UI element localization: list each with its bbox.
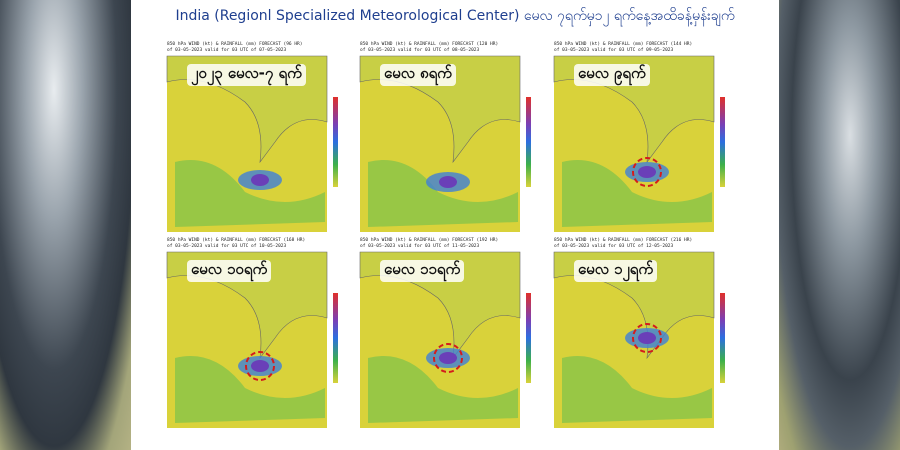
map-header: of 03-05-2023 valid for 03 UTC of 10-05-… xyxy=(167,244,287,249)
forecast-map: 850 hPa WIND (kt) & RAINFALL (mm) FORECA… xyxy=(552,238,732,430)
cyclone-marker xyxy=(245,351,275,381)
day-label: မေလ ၈ရက် xyxy=(380,64,456,86)
rain-core xyxy=(251,174,269,186)
map-header: of 03-05-2023 valid for 03 UTC of 07-05-… xyxy=(167,48,287,53)
colorbar xyxy=(333,293,338,383)
map-header: 850 hPa WIND (kt) & RAINFALL (mm) FORECA… xyxy=(360,238,499,243)
rain-core xyxy=(439,352,457,364)
day-label: ၂၀၂၃ မေလ-၇ ရက် xyxy=(187,64,306,86)
map-header: 850 hPa WIND (kt) & RAINFALL (mm) FORECA… xyxy=(360,42,499,47)
map-header: 850 hPa WIND (kt) & RAINFALL (mm) FORECA… xyxy=(554,42,693,47)
forecast-map: 850 hPa WIND (kt) & RAINFALL (mm) FORECA… xyxy=(165,42,345,234)
day-label: မေလ ၁၂ရက် xyxy=(574,260,658,282)
forecast-map: 850 hPa WIND (kt) & RAINFALL (mm) FORECA… xyxy=(165,238,345,430)
cyclone-marker xyxy=(433,343,463,373)
green-rain xyxy=(175,356,325,423)
map-header: of 03-05-2023 valid for 03 UTC of 12-05-… xyxy=(554,244,674,249)
day-label: မေလ ၁၀ရက် xyxy=(187,260,272,282)
day-label: မေလ ၁၁ရက် xyxy=(380,260,465,282)
colorbar xyxy=(333,97,338,187)
title: India (Regionl Specialized Meteorologica… xyxy=(175,8,735,24)
map-header: of 03-05-2023 valid for 03 UTC of 11-05-… xyxy=(360,244,480,249)
sky-photo xyxy=(775,0,900,450)
rain-core xyxy=(638,332,656,344)
map-header: 850 hPa WIND (kt) & RAINFALL (mm) FORECA… xyxy=(167,42,303,47)
colorbar xyxy=(720,293,725,383)
forecast-map: 850 hPa WIND (kt) & RAINFALL (mm) FORECA… xyxy=(358,42,538,234)
green-rain xyxy=(368,356,518,423)
map-graphic xyxy=(166,251,338,428)
cyclone-marker xyxy=(632,323,662,353)
sky-photo xyxy=(0,0,135,450)
colorbar xyxy=(526,97,531,187)
cyclone-marker xyxy=(632,157,662,187)
green-rain xyxy=(368,160,518,227)
colorbar xyxy=(526,293,531,383)
green-rain xyxy=(175,160,325,227)
map-header: 850 hPa WIND (kt) & RAINFALL (mm) FORECA… xyxy=(554,238,693,243)
forecast-map: 850 hPa WIND (kt) & RAINFALL (mm) FORECA… xyxy=(358,238,538,430)
rain-core xyxy=(439,176,457,188)
green-rain xyxy=(562,356,712,423)
map-header: of 03-05-2023 valid for 03 UTC of 09-05-… xyxy=(554,48,674,53)
rain-core xyxy=(638,166,656,178)
green-rain xyxy=(562,160,712,227)
map-header: 850 hPa WIND (kt) & RAINFALL (mm) FORECA… xyxy=(167,238,306,243)
forecast-board: India (Regionl Specialized Meteorologica… xyxy=(131,0,779,450)
map-header: of 03-05-2023 valid for 03 UTC of 08-05-… xyxy=(360,48,480,53)
rain-core xyxy=(251,360,269,372)
forecast-map: 850 hPa WIND (kt) & RAINFALL (mm) FORECA… xyxy=(552,42,732,234)
colorbar xyxy=(720,97,725,187)
day-label: မေလ ၉ရက် xyxy=(574,64,650,86)
